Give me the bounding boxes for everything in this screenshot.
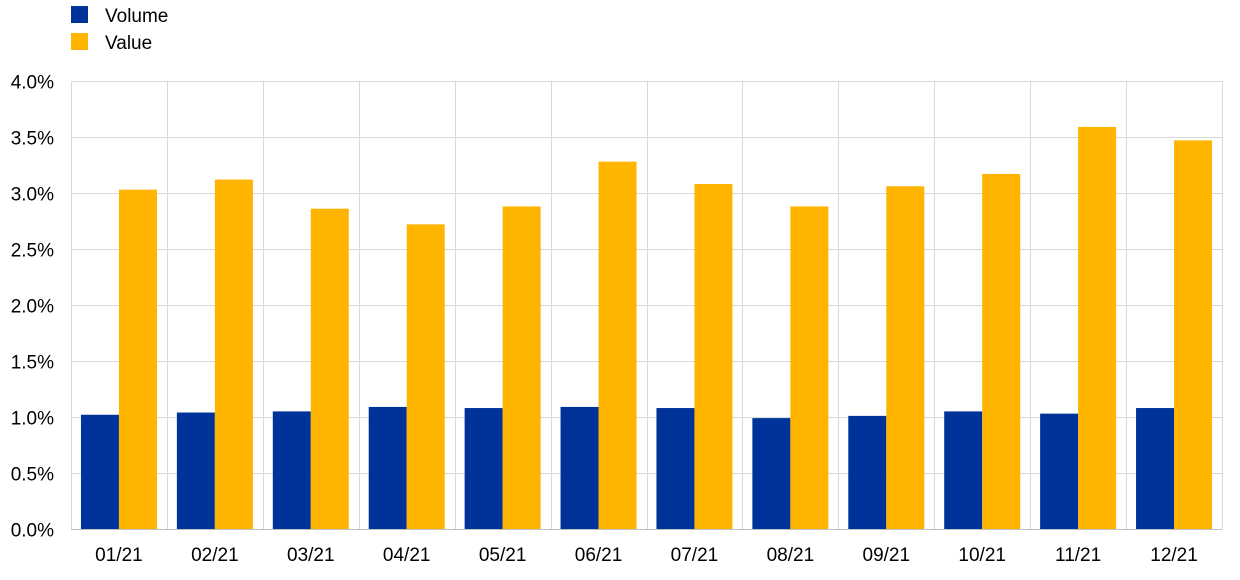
x-tick-label: 09/21 bbox=[863, 545, 911, 566]
legend-swatch-volume bbox=[71, 6, 88, 23]
x-tick-label: 06/21 bbox=[575, 545, 623, 566]
bar-volume-2 bbox=[176, 412, 215, 529]
bar-volume-6 bbox=[560, 406, 599, 529]
y-tick-label: 3.0% bbox=[11, 185, 54, 206]
bar-volume-10 bbox=[944, 411, 983, 529]
x-tick-label: 05/21 bbox=[479, 545, 527, 566]
axes: 0.0% 0.5% 1.0% 1.5% 2.0% 2.5% 3.0% 3.5% 4.0% 01/2… bbox=[11, 73, 1222, 566]
bar-value-5 bbox=[502, 206, 541, 529]
y-tick-label: 3.5% bbox=[11, 129, 54, 150]
bar-value-6 bbox=[598, 161, 637, 529]
bar-volume-4 bbox=[368, 406, 407, 529]
x-tick-label: 02/21 bbox=[191, 545, 239, 566]
x-tick-label: 01/21 bbox=[95, 545, 143, 566]
legend-swatch-value bbox=[71, 33, 88, 50]
bar-value-11 bbox=[1078, 126, 1117, 530]
bar-volume-1 bbox=[80, 414, 119, 529]
x-tick-label: 07/21 bbox=[671, 545, 719, 566]
y-tick-label: 4.0% bbox=[11, 73, 54, 94]
bar-value-10 bbox=[982, 173, 1021, 529]
x-tick-label: 10/21 bbox=[958, 545, 1006, 566]
x-tick-label: 11/21 bbox=[1055, 545, 1101, 566]
legend-label-volume: Volume bbox=[105, 6, 168, 27]
y-tick-label: 2.0% bbox=[11, 297, 54, 318]
x-tick-label: 08/21 bbox=[767, 545, 815, 566]
y-tick-label: 0.0% bbox=[11, 521, 54, 542]
legend-label-value: Value bbox=[105, 33, 152, 54]
x-tick-label: 03/21 bbox=[287, 545, 335, 566]
bar-volume-8 bbox=[752, 418, 791, 529]
bar-value-4 bbox=[406, 224, 445, 530]
y-tick-label: 1.5% bbox=[11, 353, 54, 374]
bar-volume-9 bbox=[848, 415, 887, 529]
legend: Volume Value bbox=[71, 6, 168, 54]
bar-value-8 bbox=[790, 206, 829, 529]
x-tick-label: 12/21 bbox=[1150, 545, 1198, 566]
bar-value-2 bbox=[214, 179, 253, 529]
bars bbox=[80, 126, 1213, 530]
bar-value-12 bbox=[1174, 140, 1213, 530]
y-tick-label: 1.0% bbox=[11, 409, 54, 430]
bar-volume-5 bbox=[464, 408, 503, 529]
bar-value-7 bbox=[694, 184, 733, 530]
bar-volume-7 bbox=[656, 408, 695, 529]
bar-value-1 bbox=[118, 189, 157, 529]
y-tick-label: 2.5% bbox=[11, 241, 54, 262]
x-tick-label: 04/21 bbox=[383, 545, 431, 566]
bar-volume-3 bbox=[272, 411, 311, 529]
gridlines bbox=[71, 81, 1223, 529]
bar-value-3 bbox=[310, 208, 349, 529]
bar-value-9 bbox=[886, 186, 925, 529]
y-tick-label: 0.5% bbox=[11, 465, 54, 486]
bar-volume-12 bbox=[1136, 408, 1175, 529]
bar-volume-11 bbox=[1040, 413, 1079, 529]
